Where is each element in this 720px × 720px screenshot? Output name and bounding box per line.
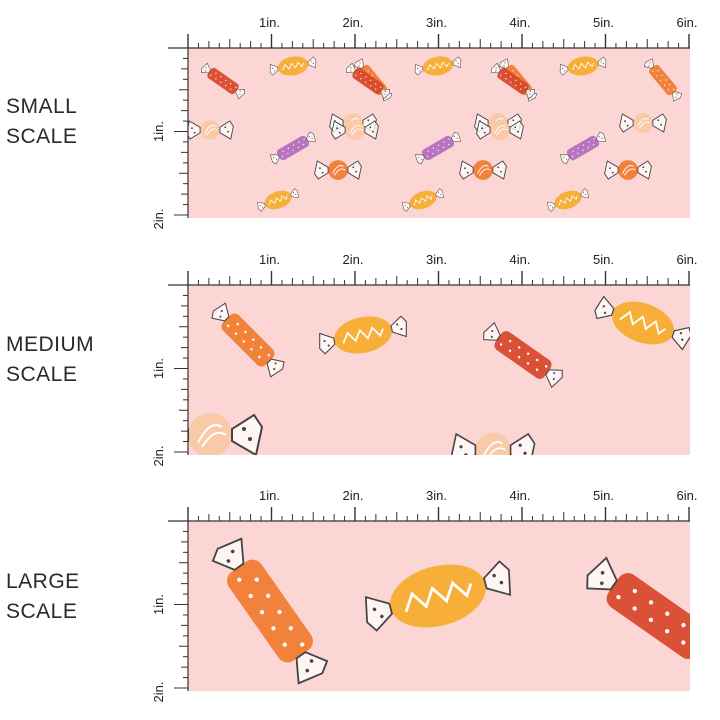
ruler-label-vertical-2in: 2in. bbox=[151, 209, 166, 230]
ruler-label-3in: 3in. bbox=[426, 252, 447, 267]
candy-stick bbox=[586, 556, 690, 659]
candy-oval bbox=[257, 188, 299, 212]
fabric-swatch bbox=[188, 521, 690, 691]
candy-stick bbox=[269, 131, 317, 165]
ruler-label-5in: 5in. bbox=[593, 252, 614, 267]
ruler-label-4in: 4in. bbox=[510, 15, 531, 30]
ruler-label-3in: 3in. bbox=[426, 488, 447, 503]
medium-scale-label-line1: MEDIUM bbox=[6, 333, 95, 356]
candy-oval bbox=[364, 560, 512, 632]
ruler-label-vertical-1in: 1in. bbox=[151, 594, 166, 615]
candy-pattern bbox=[211, 537, 690, 685]
small-scale-label-line2: SCALE bbox=[6, 125, 78, 148]
candy-round bbox=[459, 160, 507, 180]
candy-oval bbox=[402, 188, 444, 212]
large-scale-panel: 1in. 2in. 3in. 4in. 5in. 6in. 1in. 2in. bbox=[0, 473, 720, 703]
candy-oval bbox=[319, 315, 407, 355]
ruler-label-vertical-2in: 2in. bbox=[151, 446, 166, 467]
ruler-label-2in: 2in. bbox=[343, 252, 364, 267]
large-scale-label-line1: LARGE bbox=[6, 570, 80, 593]
ruler-label-vertical-1in: 1in. bbox=[151, 358, 166, 379]
medium-scale-panel: 1in. 2in. 3in. 4in. 5in. 6in. 1in. 2in. bbox=[0, 237, 720, 467]
candy-round bbox=[619, 113, 667, 133]
candy-stick bbox=[643, 58, 683, 102]
ruler: 1in. 2in. 3in. 4in. 5in. 6in. 1in. 2in. bbox=[151, 15, 698, 230]
ruler-label-5in: 5in. bbox=[593, 488, 614, 503]
ruler-label-2in: 2in. bbox=[343, 15, 364, 30]
candy-oval bbox=[547, 188, 589, 212]
ruler-label-vertical-1in: 1in. bbox=[151, 121, 166, 142]
small-scale-panel: 1in. 2in. 3in. 4in. 5in. 6in. 1in. 2in. bbox=[0, 0, 720, 230]
candy-stick bbox=[483, 321, 563, 389]
medium-scale-label: MEDIUM SCALE bbox=[6, 330, 94, 390]
ruler-label-1in: 1in. bbox=[259, 488, 280, 503]
ruler-label-3in: 3in. bbox=[426, 15, 447, 30]
ruler-label-1in: 1in. bbox=[259, 252, 280, 267]
candy-stick bbox=[559, 131, 607, 165]
ruler: 1in. 2in. 3in. 4in. 5in. 6in. 1in. 2in. bbox=[151, 488, 698, 703]
fabric-swatch bbox=[188, 48, 690, 218]
ruler-label-6in: 6in. bbox=[677, 15, 698, 30]
candy-round bbox=[188, 120, 234, 140]
candy-pattern bbox=[188, 56, 683, 212]
candy-round bbox=[476, 120, 524, 140]
ruler: 1in. 2in. 3in. 4in. 5in. 6in. 1in. 2in. bbox=[151, 252, 698, 467]
ruler-label-6in: 6in. bbox=[677, 488, 698, 503]
candy-stick bbox=[211, 302, 285, 378]
ruler-label-4in: 4in. bbox=[510, 252, 531, 267]
ruler-label-vertical-2in: 2in. bbox=[151, 682, 166, 703]
small-scale-label-line1: SMALL bbox=[6, 95, 78, 118]
ruler-label-2in: 2in. bbox=[343, 488, 364, 503]
candy-stick bbox=[491, 62, 535, 100]
large-scale-label-line2: SCALE bbox=[6, 600, 78, 623]
candy-oval bbox=[414, 56, 462, 76]
ruler-label-1in: 1in. bbox=[259, 15, 280, 30]
candy-round bbox=[314, 160, 362, 180]
candy-round bbox=[331, 120, 379, 140]
candy-round bbox=[604, 160, 652, 180]
candy-oval bbox=[269, 56, 317, 76]
candy-oval bbox=[594, 295, 690, 351]
candy-round bbox=[450, 432, 536, 455]
ruler-label-6in: 6in. bbox=[677, 252, 698, 267]
medium-scale-label-line2: SCALE bbox=[6, 363, 78, 386]
small-scale-label: SMALL SCALE bbox=[6, 92, 77, 152]
candy-round bbox=[188, 413, 264, 455]
candy-stick bbox=[414, 131, 462, 165]
candy-oval bbox=[559, 56, 607, 76]
candy-stick bbox=[346, 62, 390, 100]
candy-stick bbox=[211, 537, 329, 685]
ruler-label-4in: 4in. bbox=[510, 488, 531, 503]
candy-pattern bbox=[188, 295, 690, 455]
candy-stick bbox=[201, 62, 245, 100]
large-scale-label: LARGE SCALE bbox=[6, 567, 80, 627]
fabric-swatch bbox=[188, 285, 690, 455]
ruler-label-5in: 5in. bbox=[593, 15, 614, 30]
